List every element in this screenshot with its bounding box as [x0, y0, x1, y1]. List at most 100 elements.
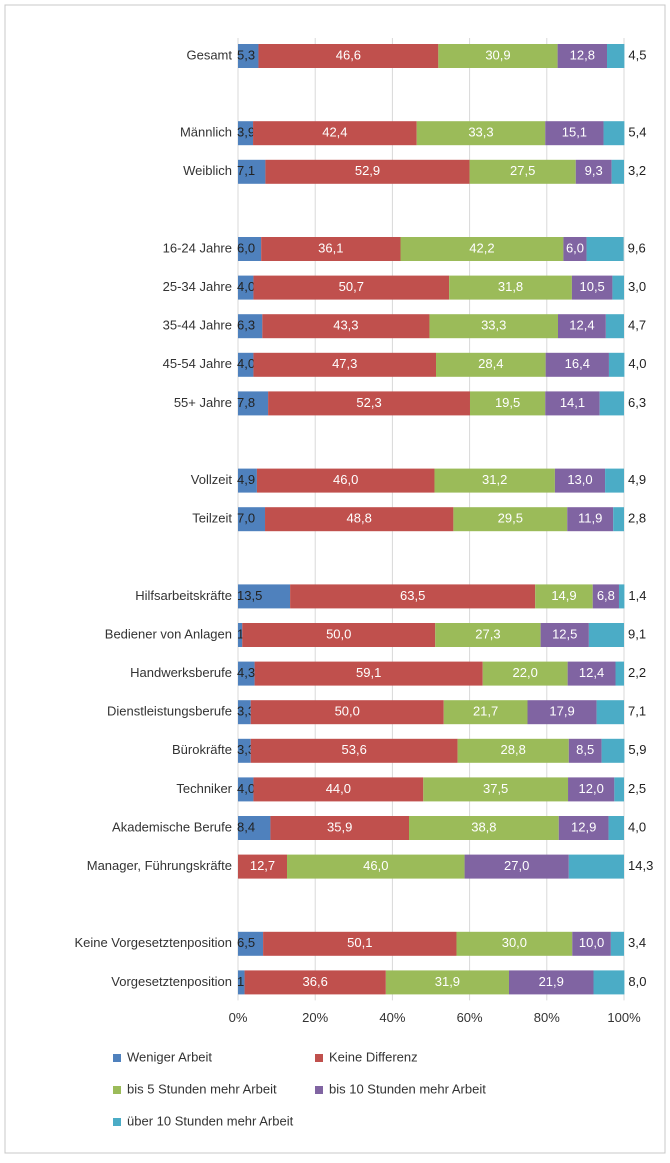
data-label: 30,9	[485, 47, 510, 62]
legend-label: bis 10 Stunden mehr Arbeit	[329, 1081, 486, 1096]
data-label: 4,9	[237, 472, 255, 487]
data-label: 3,3	[237, 742, 255, 757]
bar-segment	[238, 738, 251, 763]
bar-segment	[238, 700, 251, 725]
bar-segment	[253, 275, 450, 300]
data-label: 12,5	[552, 626, 577, 641]
data-label: 37,5	[483, 781, 508, 796]
data-label: 13,0	[567, 472, 592, 487]
data-label: 33,3	[468, 125, 493, 140]
bar-segment	[261, 237, 401, 261]
bar-segment	[469, 391, 546, 416]
data-label: 12,9	[571, 819, 596, 834]
data-label: 47,3	[332, 356, 357, 371]
x-tick-label: 0%	[229, 1010, 248, 1025]
bar-segment	[457, 738, 569, 763]
legend-swatch	[113, 1086, 121, 1094]
data-label: 2,2	[628, 665, 646, 680]
bar-segment	[527, 700, 597, 725]
x-tick-label: 40%	[379, 1010, 405, 1025]
data-label: 19,5	[495, 395, 520, 410]
bar-segment	[238, 584, 291, 609]
data-label: 48,8	[347, 511, 372, 526]
category-label: Manager, Führungskräfte	[87, 858, 232, 873]
bar-segment	[238, 237, 262, 261]
bar-segment	[238, 661, 255, 686]
category-label: 45-54 Jahre	[163, 356, 232, 371]
legend-swatch	[315, 1086, 323, 1094]
data-label: 2,8	[628, 511, 646, 526]
data-label: 8,5	[576, 742, 594, 757]
data-label: 5,3	[237, 47, 255, 62]
data-label: 3,9	[237, 125, 255, 140]
data-label: 28,4	[478, 356, 503, 371]
x-tick-label: 60%	[457, 1010, 483, 1025]
data-label: 6,5	[237, 935, 255, 950]
data-label: 10,5	[579, 279, 604, 294]
bar-segment	[592, 584, 619, 609]
bar-segment	[607, 44, 625, 68]
data-label: 12,4	[569, 318, 594, 333]
x-tick-label: 20%	[302, 1010, 328, 1025]
category-label: Hilfsarbeitskräfte	[135, 588, 232, 603]
category-label: Akademische Berufe	[112, 819, 232, 834]
bar-segment	[610, 931, 624, 956]
data-label: 8,4	[237, 819, 255, 834]
data-label: 31,8	[498, 279, 523, 294]
legend-swatch	[315, 1054, 323, 1062]
category-label: Keine Vorgesetztenposition	[74, 935, 232, 950]
bar-segment	[438, 44, 558, 68]
data-label: 5,9	[628, 742, 646, 757]
data-label: 46,6	[336, 47, 361, 62]
data-label: 9,1	[628, 626, 646, 641]
bar-segment	[416, 121, 546, 146]
bar-segment	[238, 507, 266, 532]
category-label: Vollzeit	[191, 472, 233, 487]
bar-segment	[567, 507, 614, 532]
data-label: 6,3	[237, 318, 255, 333]
data-label: 14,9	[551, 588, 576, 603]
data-label: 50,0	[335, 704, 360, 719]
legend-label: Keine Differenz	[329, 1049, 418, 1064]
bar-segment	[568, 854, 624, 879]
bar-segment	[238, 468, 257, 493]
data-label: 3,0	[628, 279, 646, 294]
bar-segment	[238, 352, 254, 377]
bar-segment	[571, 275, 613, 300]
bar-segment	[567, 661, 616, 686]
bar-segment	[611, 159, 624, 184]
data-label: 52,3	[356, 395, 381, 410]
data-label: 3,2	[628, 163, 646, 178]
bar-segment	[256, 468, 435, 493]
legend-swatch	[113, 1054, 121, 1062]
category-label: Techniker	[176, 781, 232, 796]
bar-segment	[545, 352, 609, 377]
data-label: 50,0	[326, 626, 351, 641]
data-label: 2,5	[628, 781, 646, 796]
data-label: 28,8	[501, 742, 526, 757]
data-label: 35,9	[327, 819, 352, 834]
bar-segment	[290, 584, 536, 609]
data-label: 46,0	[363, 858, 388, 873]
bar-segment	[238, 970, 245, 995]
bar-segment	[540, 623, 589, 647]
bar-segment	[557, 44, 608, 68]
data-label: 50,7	[339, 279, 364, 294]
category-label: Bürokräfte	[172, 742, 232, 757]
data-label: 52,9	[355, 163, 380, 178]
bar-segment	[265, 507, 454, 532]
x-tick-label: 100%	[607, 1010, 641, 1025]
bar-segment	[238, 931, 264, 956]
bar-segment	[456, 931, 573, 956]
legend-swatch	[113, 1118, 121, 1126]
data-label: 7,1	[237, 163, 255, 178]
data-label: 4,0	[628, 819, 646, 834]
bar-segment	[238, 314, 263, 339]
bar-segment	[599, 391, 624, 416]
bar-segment	[238, 623, 243, 647]
data-label: 16,4	[565, 356, 590, 371]
bar-segment	[287, 854, 465, 879]
data-label: 27,3	[475, 626, 500, 641]
data-label: 6,3	[628, 395, 646, 410]
bar-segment	[596, 700, 624, 725]
